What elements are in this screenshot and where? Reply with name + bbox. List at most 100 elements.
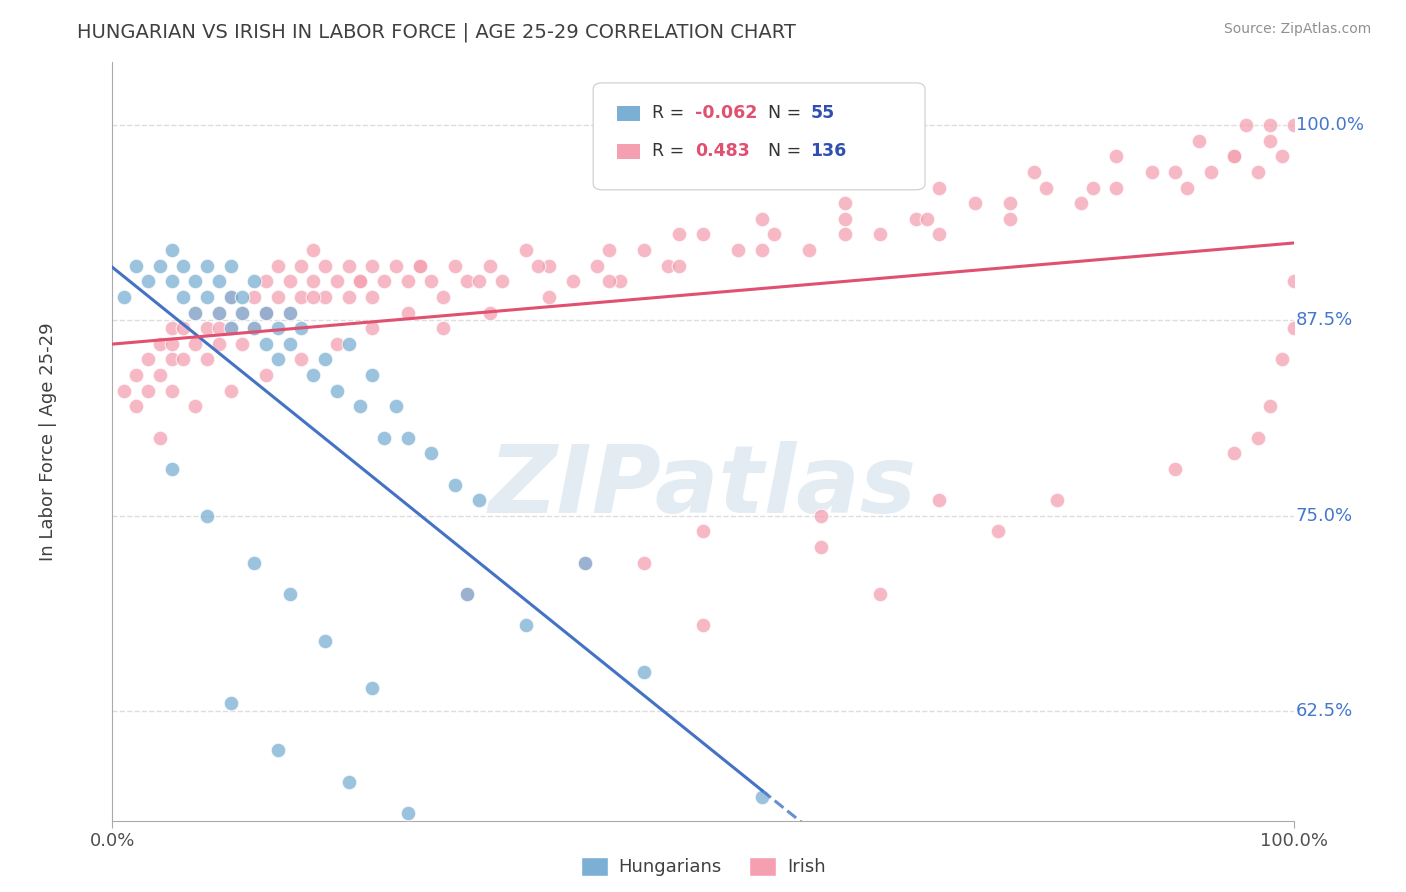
Point: [184, 400, 207, 414]
Point: [184, 305, 207, 319]
Point: [243, 274, 266, 288]
Point: [231, 290, 253, 304]
Text: -0.062: -0.062: [695, 104, 756, 122]
Point: [1022, 165, 1045, 179]
Point: [998, 211, 1021, 226]
Point: [136, 384, 159, 398]
Point: [1199, 165, 1222, 179]
Point: [1105, 149, 1128, 163]
Point: [515, 243, 537, 257]
Text: HUNGARIAN VS IRISH IN LABOR FORCE | AGE 25-29 CORRELATION CHART: HUNGARIAN VS IRISH IN LABOR FORCE | AGE …: [77, 22, 796, 42]
Point: [172, 259, 194, 273]
Point: [598, 243, 620, 257]
Text: N =: N =: [768, 104, 807, 122]
Point: [172, 321, 194, 335]
Point: [692, 618, 714, 632]
Text: Source: ZipAtlas.com: Source: ZipAtlas.com: [1223, 22, 1371, 37]
Point: [136, 352, 159, 367]
Point: [479, 259, 502, 273]
Point: [278, 305, 301, 319]
Point: [1188, 134, 1211, 148]
Point: [585, 259, 607, 273]
Point: [373, 274, 395, 288]
Point: [1070, 196, 1092, 211]
Point: [456, 587, 478, 601]
Point: [254, 305, 277, 319]
Point: [302, 290, 325, 304]
Point: [337, 336, 360, 351]
Point: [254, 274, 277, 288]
Point: [963, 196, 986, 211]
Point: [1282, 274, 1305, 288]
Point: [160, 352, 183, 367]
Point: [762, 227, 785, 242]
Text: R =: R =: [652, 104, 690, 122]
Point: [160, 321, 183, 335]
Point: [385, 400, 408, 414]
Text: 87.5%: 87.5%: [1296, 311, 1353, 329]
Point: [408, 259, 430, 273]
Point: [195, 352, 218, 367]
Point: [149, 259, 172, 273]
Point: [278, 305, 301, 319]
Point: [361, 321, 384, 335]
Point: [231, 305, 253, 319]
Text: R =: R =: [652, 142, 690, 161]
Point: [172, 352, 194, 367]
Point: [810, 508, 832, 523]
Point: [396, 431, 419, 445]
Point: [149, 368, 172, 383]
Point: [254, 368, 277, 383]
Point: [160, 243, 183, 257]
Point: [1234, 118, 1257, 132]
Point: [633, 243, 655, 257]
Point: [219, 321, 242, 335]
Point: [574, 556, 596, 570]
Point: [928, 180, 950, 194]
Point: [692, 524, 714, 539]
Point: [361, 368, 384, 383]
Point: [562, 274, 585, 288]
Point: [456, 587, 478, 601]
Point: [290, 321, 312, 335]
Text: ZIPatlas: ZIPatlas: [489, 441, 917, 533]
Point: [219, 321, 242, 335]
Point: [526, 259, 548, 273]
Point: [373, 431, 395, 445]
Text: N =: N =: [768, 142, 807, 161]
Point: [349, 274, 371, 288]
Point: [160, 336, 183, 351]
Point: [208, 274, 231, 288]
Point: [112, 290, 135, 304]
Point: [302, 368, 325, 383]
Point: [751, 211, 773, 226]
Point: [149, 431, 172, 445]
Point: [337, 290, 360, 304]
Point: [208, 336, 231, 351]
Point: [657, 259, 679, 273]
Point: [160, 462, 183, 476]
Point: [834, 211, 856, 226]
Point: [1223, 149, 1246, 163]
Text: 0.483: 0.483: [695, 142, 749, 161]
Text: In Labor Force | Age 25-29: In Labor Force | Age 25-29: [38, 322, 56, 561]
Point: [799, 243, 821, 257]
Point: [349, 274, 371, 288]
Point: [928, 493, 950, 508]
Point: [149, 336, 172, 351]
Point: [598, 274, 620, 288]
Point: [361, 290, 384, 304]
Point: [208, 321, 231, 335]
Point: [314, 352, 336, 367]
Point: [125, 400, 148, 414]
Point: [420, 274, 443, 288]
Point: [125, 259, 148, 273]
Point: [326, 384, 349, 398]
Point: [1282, 118, 1305, 132]
Point: [1164, 165, 1187, 179]
Point: [243, 321, 266, 335]
Point: [1105, 180, 1128, 194]
Point: [432, 321, 454, 335]
Point: [290, 259, 312, 273]
Point: [290, 290, 312, 304]
